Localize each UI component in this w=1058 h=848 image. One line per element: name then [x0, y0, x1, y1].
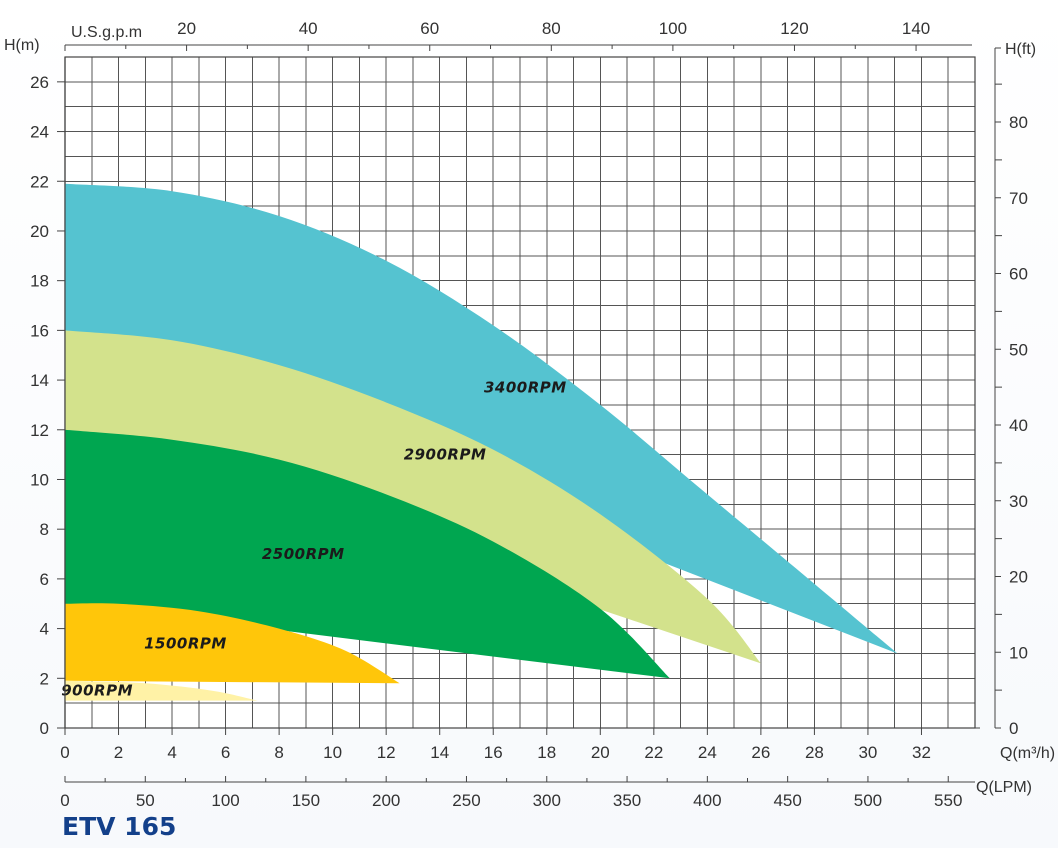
bottom-axis-tick-label: 10: [323, 743, 342, 762]
left-axis-tick-label: 14: [30, 371, 49, 390]
right-axis-tick-label: 30: [1009, 492, 1028, 511]
gpm-axis-label: U.S.g.p.m: [71, 24, 142, 41]
left-axis-tick-label: 0: [40, 719, 49, 738]
gpm-axis-tick-label: 100: [659, 19, 687, 38]
lpm-axis-label: Q(LPM): [976, 779, 1032, 796]
left-axis-tick-label: 12: [30, 421, 49, 440]
left-axis-tick-label: 16: [30, 321, 49, 340]
bottom-axis-tick-label: 22: [644, 743, 663, 762]
bottom-axis-tick-label: 8: [274, 743, 283, 762]
left-axis-tick-label: 4: [40, 620, 49, 639]
bottom-axis-tick-label: 26: [751, 743, 770, 762]
left-axis-tick-label: 8: [40, 520, 49, 539]
gpm-axis-tick-label: 40: [299, 19, 318, 38]
gpm-axis-tick-label: 20: [177, 19, 196, 38]
bottom-axis-tick-label: 30: [858, 743, 877, 762]
lpm-axis-tick-label: 550: [934, 791, 962, 810]
right-axis-tick-label: 70: [1009, 189, 1028, 208]
bottom-axis-tick-label: 32: [912, 743, 931, 762]
right-axis-tick-label: 50: [1009, 340, 1028, 359]
lpm-axis-tick-label: 200: [372, 791, 400, 810]
area-900rpm: [65, 680, 258, 701]
left-axis-tick-label: 22: [30, 172, 49, 191]
label-3400rpm: 3400RPM: [484, 379, 567, 397]
bottom-axis-tick-label: 14: [430, 743, 449, 762]
lpm-axis-tick-label: 300: [533, 791, 561, 810]
gpm-axis-tick-label: 140: [902, 19, 930, 38]
area-1500rpm: [65, 603, 400, 684]
right-axis-label: H(ft): [1005, 41, 1036, 58]
bottom-axis-tick-label: 24: [698, 743, 717, 762]
right-axis-tick-label: 0: [1009, 719, 1018, 738]
left-axis-tick-label: 20: [30, 222, 49, 241]
right-axis-tick-label: 60: [1009, 265, 1028, 284]
lpm-axis-tick-label: 50: [136, 791, 155, 810]
left-axis-tick-label: 24: [30, 123, 49, 142]
left-axis-tick-label: 18: [30, 272, 49, 291]
left-axis-tick-label: 26: [30, 73, 49, 92]
area-2900rpm: [65, 330, 761, 664]
bottom-axis-tick-label: 0: [60, 743, 69, 762]
gpm-axis-tick-label: 120: [780, 19, 808, 38]
lpm-axis-tick-label: 100: [211, 791, 239, 810]
bottom-axis-tick-label: 20: [591, 743, 610, 762]
model-title: ETV 165: [62, 812, 177, 841]
label-900rpm: 900RPM: [61, 682, 133, 700]
lpm-axis-tick-label: 450: [773, 791, 801, 810]
bottom-axis-tick-label: 12: [377, 743, 396, 762]
bottom-axis-label: Q(m³/h): [1000, 745, 1055, 762]
left-axis-tick-label: 10: [30, 470, 49, 489]
bottom-axis-tick-label: 6: [221, 743, 230, 762]
label-2900rpm: 2900RPM: [404, 446, 487, 464]
gpm-axis-tick-label: 80: [542, 19, 561, 38]
lpm-axis-tick-label: 500: [854, 791, 882, 810]
left-axis-label: H(m): [4, 37, 40, 54]
bottom-axis-tick-label: 28: [805, 743, 824, 762]
right-axis-tick-label: 40: [1009, 416, 1028, 435]
left-axis-tick-label: 2: [40, 669, 49, 688]
gpm-axis-tick-label: 60: [420, 19, 439, 38]
lpm-axis-tick-label: 150: [292, 791, 320, 810]
right-axis-tick-label: 20: [1009, 568, 1028, 587]
bottom-axis-tick-label: 18: [537, 743, 556, 762]
bottom-axis-tick-label: 2: [114, 743, 123, 762]
lpm-axis-tick-label: 250: [452, 791, 480, 810]
bottom-axis-tick-label: 16: [484, 743, 503, 762]
right-axis-tick-label: 10: [1009, 643, 1028, 662]
right-axis-tick-label: 80: [1009, 113, 1028, 132]
left-axis-tick-label: 6: [40, 570, 49, 589]
lpm-axis-tick-label: 0: [60, 791, 69, 810]
label-2500rpm: 2500RPM: [262, 545, 345, 563]
area-3400rpm: [65, 183, 898, 654]
label-1500rpm: 1500RPM: [144, 634, 227, 652]
lpm-axis-tick-label: 400: [693, 791, 721, 810]
lpm-axis-tick-label: 350: [613, 791, 641, 810]
bottom-axis-tick-label: 4: [167, 743, 176, 762]
